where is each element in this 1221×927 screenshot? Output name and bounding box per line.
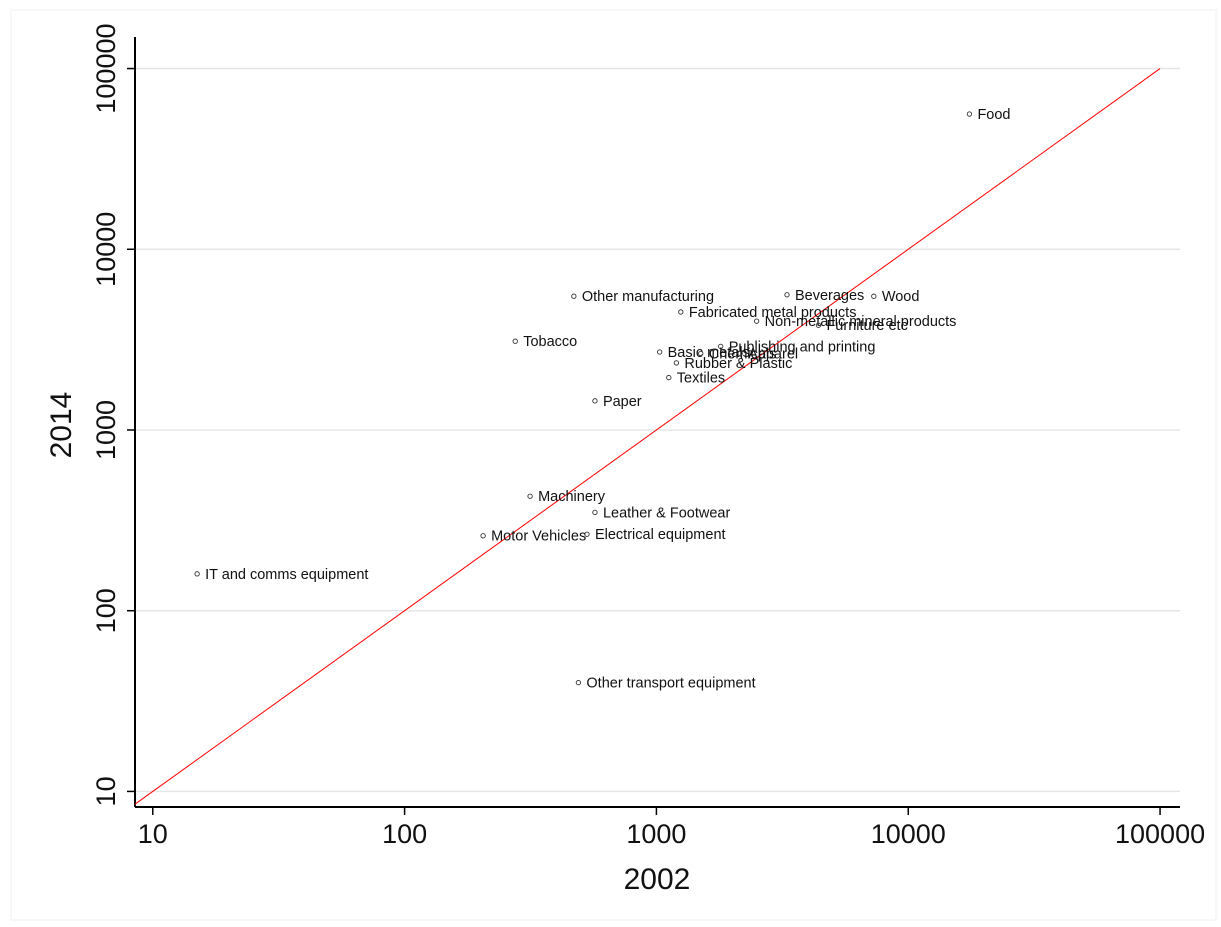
point-label-publishing-and-printing: Publishing and printing	[729, 339, 876, 355]
x-tick-label-2: 1000	[626, 819, 686, 849]
point-label-beverages: Beverages	[795, 288, 864, 304]
point-publishing-and-printing	[718, 343, 724, 350]
point-beverages	[784, 292, 790, 298]
point-tobacco	[512, 338, 518, 344]
y-tick-label-2: 1000	[91, 400, 121, 460]
point-rubber-plastic	[673, 360, 680, 366]
plot-background	[10, 9, 1217, 921]
point-fabricated-metal-products	[678, 309, 684, 315]
point-label-apparel: Apparel	[748, 347, 798, 363]
x-tick-label-0: 10	[138, 819, 168, 849]
point-furniture-etc	[815, 322, 822, 328]
x-tick-label-3: 10000	[871, 819, 946, 849]
point-label-chemicals: Chemicals	[709, 347, 777, 363]
point-label-machinery: Machinery	[538, 489, 606, 505]
point-label-food: Food	[977, 107, 1010, 123]
point-textiles	[666, 374, 672, 381]
x-axis-title: 2002	[624, 863, 691, 896]
point-basic-metals	[656, 349, 663, 355]
point-electrical-equipment	[584, 531, 590, 537]
point-it-and-comms-equipment	[194, 571, 200, 577]
point-label-leather-footwear: Leather & Footwear	[603, 505, 731, 521]
point-other-manufacturing	[571, 293, 577, 299]
point-other-transport-equipment	[575, 679, 582, 686]
point-label-non-metallic-mineral-products: Non-metallic mineral products	[765, 314, 957, 330]
point-leather-footwear	[592, 509, 598, 516]
point-apparel	[737, 350, 743, 357]
point-label-textiles: Textiles	[677, 371, 725, 387]
axes: 10 100 1000 10000 100000 10 100 1000 10000 100000	[91, 23, 1205, 849]
point-paper	[592, 398, 598, 404]
gridlines	[135, 67, 1180, 793]
point-label-basic-metals: Basic metals	[668, 345, 750, 361]
point-label-furniture-etc: Furniture etc	[826, 318, 907, 334]
point-non-metallic-mineral-products	[753, 318, 760, 324]
y-tick-label-3: 10000	[91, 212, 121, 287]
y-tick-label-1: 100	[91, 588, 121, 633]
point-machinery	[527, 493, 533, 499]
point-label-other-manufacturing: Other manufacturing	[582, 289, 714, 305]
point-label-rubber-plastic: Rubber & Plastic	[684, 356, 792, 372]
data-points: Food Beverages Wood Other manufacturingFabr…	[194, 107, 1011, 692]
x-tick-label-1: 100	[382, 819, 427, 849]
y-tick-label-0: 10	[91, 776, 121, 806]
point-wood	[871, 293, 877, 299]
point-label-electrical-equipment: Electrical equipment	[595, 527, 726, 543]
y-axis-title: 2014	[45, 392, 78, 459]
point-label-tobacco: Tobacco	[523, 334, 577, 350]
y-tick-label-4: 100000	[91, 23, 121, 113]
point-label-wood: Wood	[882, 289, 920, 305]
point-label-other-transport-equipment: Other transport equipment	[586, 676, 755, 692]
point-label-paper: Paper	[603, 394, 642, 410]
point-label-motor-vehicles: Motor Vehicles	[491, 529, 586, 545]
point-chemicals	[698, 350, 704, 357]
point-label-it-and-comms-equipment: IT and comms equipment	[205, 567, 368, 583]
reference-line-y-equals-x	[134, 68, 1161, 805]
point-label-fabricated-metal-products: Fabricated metal products	[689, 305, 857, 321]
point-motor-vehicles	[480, 533, 486, 539]
point-food	[966, 111, 973, 117]
x-tick-label-4: 100000	[1115, 819, 1205, 849]
reference-line	[134, 68, 1161, 805]
